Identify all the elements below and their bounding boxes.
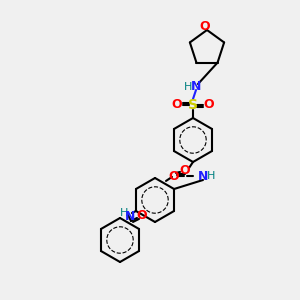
Text: N: N — [125, 209, 135, 223]
Text: H: H — [207, 171, 215, 181]
Text: N: N — [198, 169, 208, 182]
Text: O: O — [137, 209, 147, 222]
Text: S: S — [188, 98, 198, 112]
Text: O: O — [172, 98, 182, 112]
Text: O: O — [204, 98, 214, 112]
Text: O: O — [200, 20, 210, 34]
Text: N: N — [191, 80, 201, 94]
Text: H: H — [184, 82, 192, 92]
Text: H: H — [120, 208, 128, 218]
Text: O: O — [169, 169, 179, 182]
Text: O: O — [180, 164, 190, 177]
